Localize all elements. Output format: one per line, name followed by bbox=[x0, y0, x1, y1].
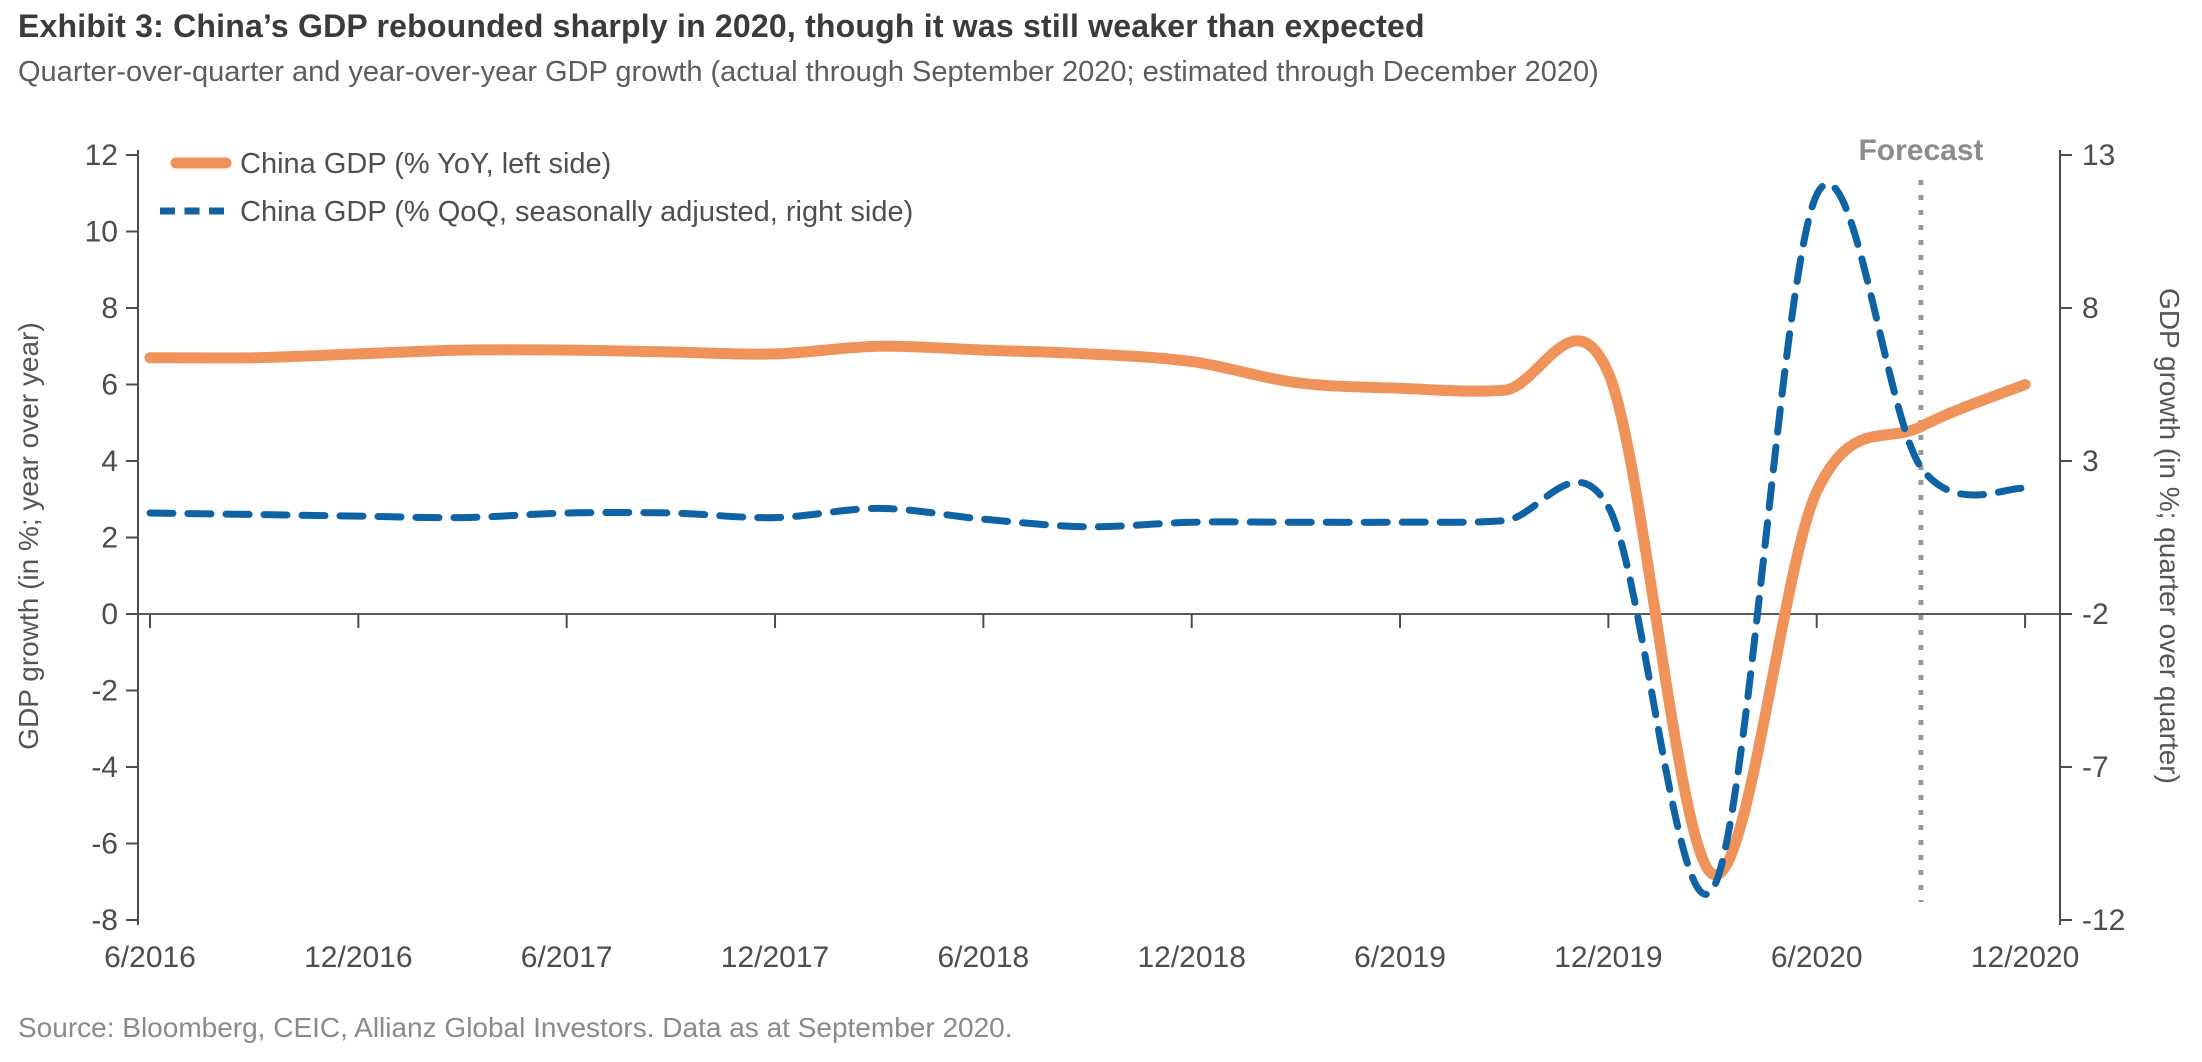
left-axis-tick-label: 0 bbox=[101, 598, 118, 631]
qoq-series-line bbox=[146, 180, 2029, 898]
x-axis-tick-label: 12/2020 bbox=[1971, 941, 2079, 974]
x-axis-tick-label: 6/2017 bbox=[521, 941, 613, 974]
x-axis-tick-label: 12/2016 bbox=[304, 941, 412, 974]
right-axis-tick-label: 13 bbox=[2082, 139, 2115, 172]
left-axis-tick-label: -6 bbox=[91, 828, 118, 861]
right-axis-tick-label: 8 bbox=[2082, 292, 2099, 325]
left-axis-tick-label: 12 bbox=[85, 139, 118, 172]
x-axis-tick-label: 6/2019 bbox=[1354, 941, 1446, 974]
forecast-annotation-label: Forecast bbox=[1858, 134, 1983, 167]
left-axis-tick-label: 4 bbox=[101, 445, 118, 478]
x-axis-tick-label: 6/2020 bbox=[1771, 941, 1863, 974]
gdp-growth-chart: 12 10 8 6 4 2 0 -2 -4 -6 -8 13 8 3 -2 -7 -12 6/2016 12/201… bbox=[13, 134, 2185, 974]
page-title: Exhibit 3: China’s GDP rebounded sharply… bbox=[18, 8, 1425, 44]
x-axis-tick-label: 12/2017 bbox=[721, 941, 829, 974]
series-layer bbox=[144, 180, 2031, 898]
chart-legend: China GDP (% YoY, left side) China GDP (… bbox=[160, 148, 913, 228]
page-subtitle: Quarter-over-quarter and year-over-year … bbox=[18, 56, 1599, 88]
yoy-series-line bbox=[144, 335, 2031, 881]
x-axis-tick-label: 12/2019 bbox=[1554, 941, 1662, 974]
left-axis-tick-label: 8 bbox=[101, 292, 118, 325]
source-note: Source: Bloomberg, CEIC, Allianz Global … bbox=[18, 1012, 1013, 1043]
right-axis-tick-label: -7 bbox=[2082, 751, 2109, 784]
left-axis-tick-label: 6 bbox=[101, 369, 118, 402]
yoy-series-legend-label: China GDP (% YoY, left side) bbox=[240, 148, 611, 180]
qoq-series-legend-label: China GDP (% QoQ, seasonally adjusted, r… bbox=[240, 196, 913, 228]
axes-layer: 12 10 8 6 4 2 0 -2 -4 -6 -8 13 8 3 -2 -7 -12 6/2016 12/201… bbox=[85, 139, 2126, 974]
x-axis-tick-label: 6/2018 bbox=[937, 941, 1029, 974]
x-axis-tick-label: 6/2016 bbox=[104, 941, 196, 974]
right-axis-tick-label: 3 bbox=[2082, 445, 2099, 478]
left-axis-tick-label: -4 bbox=[91, 751, 118, 784]
left-axis-tick-label: 10 bbox=[85, 216, 118, 249]
x-axis-tick-label: 12/2018 bbox=[1137, 941, 1245, 974]
right-axis-title: GDP growth (in %; quarter over quarter) bbox=[2154, 288, 2185, 784]
right-axis-tick-label: -12 bbox=[2082, 904, 2125, 937]
left-axis-title: GDP growth (in %; year over year) bbox=[13, 322, 44, 749]
left-axis-tick-label: -8 bbox=[91, 904, 118, 937]
right-axis-tick-label: -2 bbox=[2082, 598, 2109, 631]
left-axis-tick-label: -2 bbox=[91, 675, 118, 708]
left-axis-tick-label: 2 bbox=[101, 522, 118, 555]
